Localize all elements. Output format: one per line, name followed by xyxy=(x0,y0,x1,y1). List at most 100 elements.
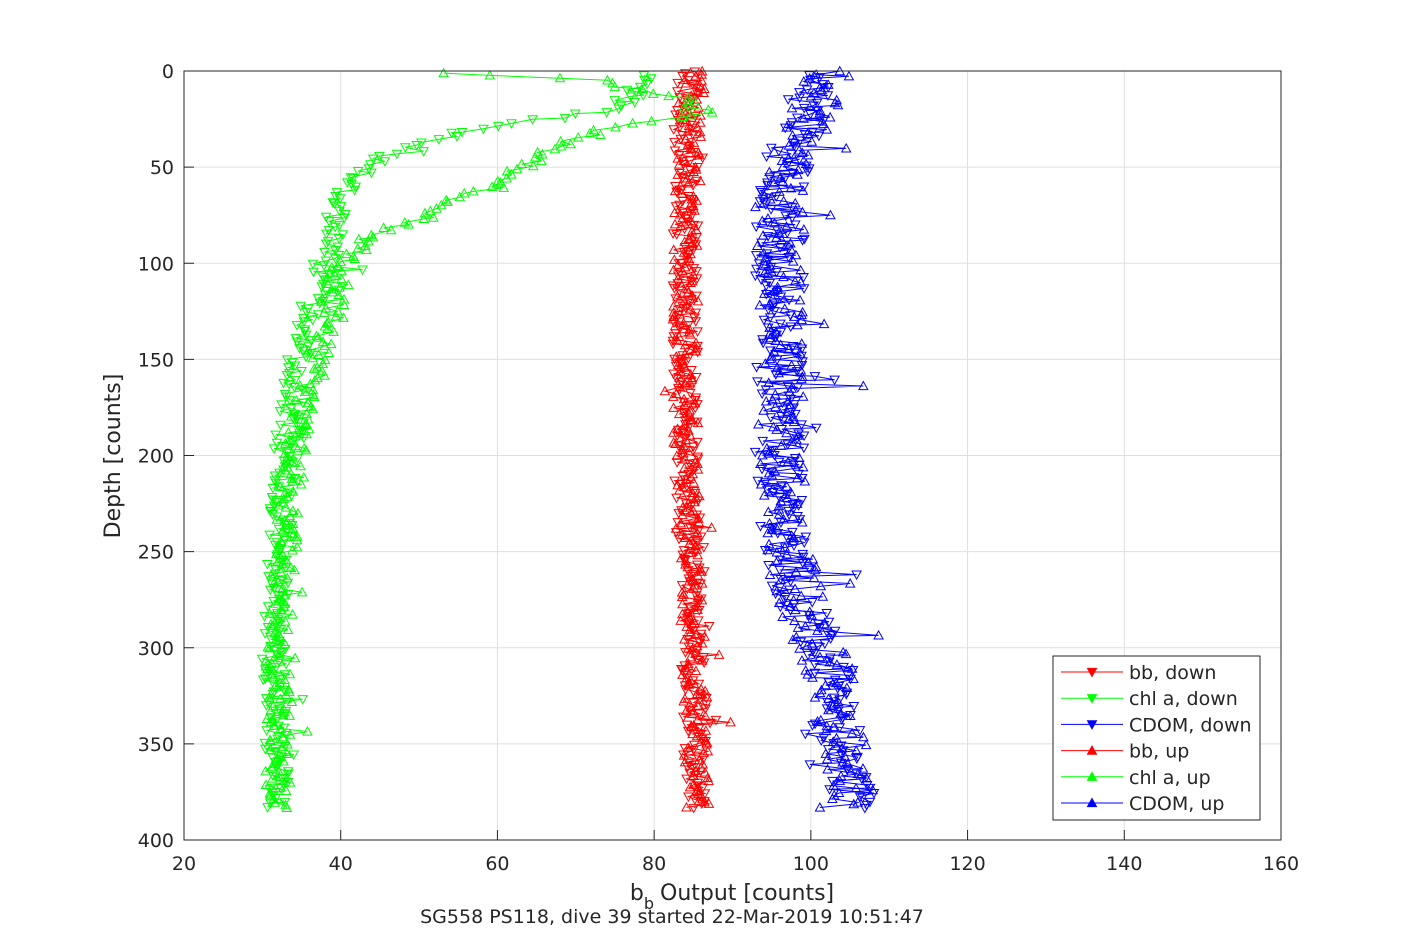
data-point xyxy=(758,247,770,258)
data-point xyxy=(689,579,700,590)
data-point xyxy=(690,161,701,172)
data-point xyxy=(796,516,808,527)
data-point xyxy=(812,625,823,635)
data-point xyxy=(801,85,813,96)
data-point xyxy=(274,647,286,657)
data-point xyxy=(836,742,848,753)
data-point xyxy=(699,631,710,641)
data-point xyxy=(701,691,713,702)
data-point xyxy=(288,443,299,454)
data-point xyxy=(277,549,289,560)
data-point xyxy=(672,291,683,301)
data-point xyxy=(850,745,862,755)
data-point xyxy=(322,323,333,334)
data-point xyxy=(764,518,775,528)
data-point xyxy=(802,650,814,661)
data-point xyxy=(814,105,826,115)
data-point xyxy=(278,493,290,503)
data-point xyxy=(280,502,292,512)
data-point xyxy=(834,708,846,719)
data-point xyxy=(279,589,291,600)
data-point xyxy=(274,481,286,492)
data-point xyxy=(281,748,293,759)
data-point xyxy=(788,532,800,543)
data-point xyxy=(785,577,796,587)
data-point xyxy=(680,114,692,125)
data-point xyxy=(276,741,288,752)
data-point xyxy=(765,346,776,357)
data-point xyxy=(696,655,708,665)
data-point xyxy=(784,601,796,611)
data-point xyxy=(670,110,681,121)
data-point xyxy=(280,689,292,699)
data-point xyxy=(808,572,820,583)
data-point xyxy=(264,642,275,653)
data-point xyxy=(702,745,714,756)
data-point xyxy=(692,549,704,560)
data-point xyxy=(260,694,272,704)
data-point xyxy=(680,705,692,715)
data-point xyxy=(784,399,796,410)
data-point xyxy=(755,458,766,468)
data-point xyxy=(629,98,641,108)
data-point xyxy=(442,196,453,206)
data-point xyxy=(681,672,693,683)
data-point xyxy=(682,287,694,297)
data-point xyxy=(262,602,274,612)
data-point xyxy=(324,267,336,278)
data-point xyxy=(615,101,627,112)
data-point xyxy=(683,108,695,118)
data-point xyxy=(794,515,806,525)
data-point xyxy=(795,364,807,375)
data-point xyxy=(685,506,697,517)
data-point xyxy=(846,663,858,673)
data-point xyxy=(682,658,694,668)
data-point xyxy=(752,377,763,388)
data-point xyxy=(788,416,800,427)
data-point xyxy=(686,374,698,384)
data-point xyxy=(789,615,800,626)
data-point xyxy=(681,621,693,631)
data-point xyxy=(767,421,779,432)
data-point xyxy=(280,659,292,670)
data-point xyxy=(352,167,364,177)
data-point xyxy=(672,259,684,269)
data-point xyxy=(297,695,309,705)
data-point xyxy=(678,317,689,328)
data-point xyxy=(451,132,463,142)
data-point xyxy=(755,521,766,532)
data-point xyxy=(690,345,702,356)
data-point xyxy=(668,244,680,254)
data-point xyxy=(688,190,699,201)
data-point xyxy=(688,719,700,730)
data-point xyxy=(763,448,774,458)
data-point xyxy=(785,149,797,160)
data-point xyxy=(692,513,704,523)
data-point xyxy=(754,299,766,310)
data-point xyxy=(813,131,825,142)
data-point xyxy=(786,530,797,540)
data-point xyxy=(280,392,292,403)
data-point xyxy=(667,336,679,347)
data-point xyxy=(773,500,785,511)
data-point xyxy=(261,726,273,736)
data-point xyxy=(273,657,285,668)
data-point xyxy=(687,446,699,457)
data-point xyxy=(851,754,863,765)
data-point xyxy=(684,781,696,792)
legend-marker xyxy=(1086,797,1098,808)
data-point xyxy=(766,350,778,361)
data-point xyxy=(289,361,301,372)
data-point xyxy=(438,67,449,78)
data-point xyxy=(636,83,648,94)
data-point xyxy=(672,273,684,283)
data-point xyxy=(688,583,700,593)
x-tick-label: 160 xyxy=(1263,853,1299,875)
data-point xyxy=(688,264,700,274)
data-point xyxy=(832,696,844,706)
data-point xyxy=(260,655,272,665)
data-point xyxy=(303,345,314,355)
data-point xyxy=(785,237,796,248)
data-point xyxy=(809,659,820,670)
